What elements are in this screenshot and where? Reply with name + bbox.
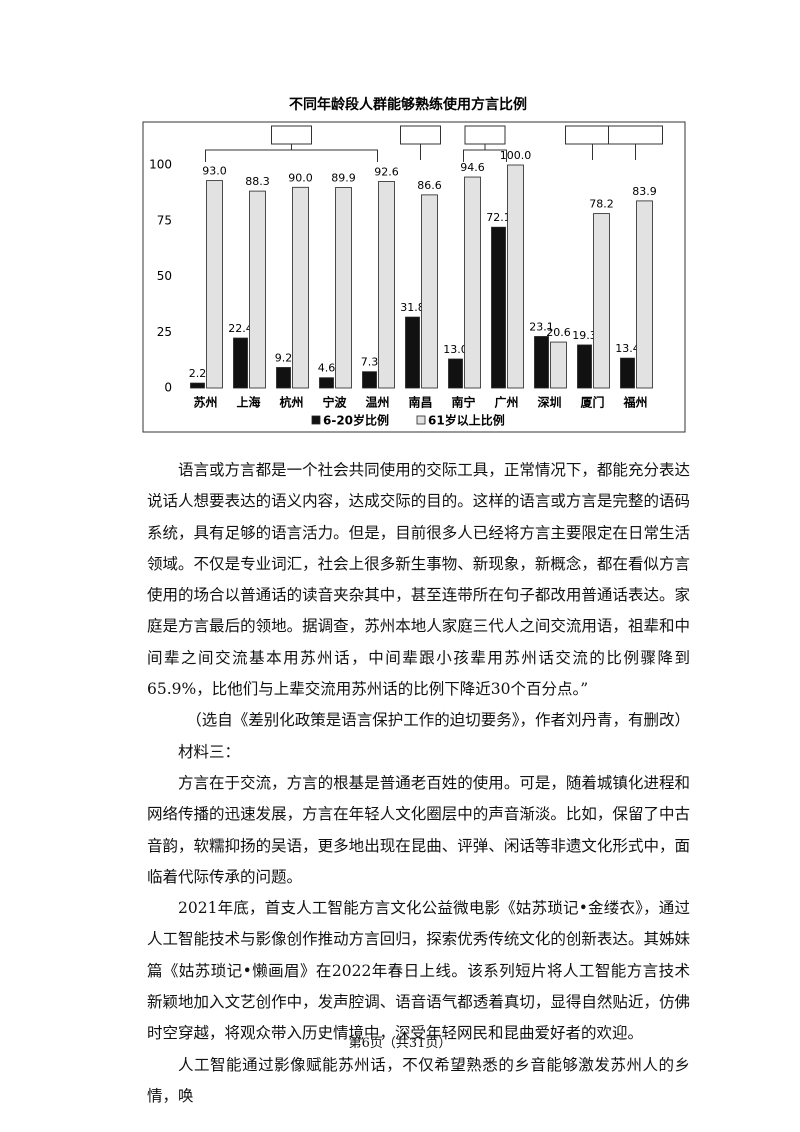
y-tick-label: 50 (157, 269, 172, 283)
body-text: 语言或方言都是一个社会共同使用的交际工具，正常情况下，都能充分表达说话人想要表达… (147, 455, 690, 1112)
value-label: 20.6 (546, 326, 571, 339)
bar (620, 357, 635, 389)
value-label: 94.6 (460, 161, 485, 174)
bar (577, 344, 592, 389)
bar (550, 341, 567, 389)
value-label: 89.9 (331, 172, 356, 185)
chart: 不同年龄段人群能够熟练使用方言比例 0 25 50 75 100 2.2 22.4 9.2 4.… (142, 96, 686, 433)
bar (464, 176, 481, 389)
paragraph: 人工智能通过影像赋能苏州话，不仅希望熟悉的乡音能够激发苏州人的乡情，唤 (147, 1055, 690, 1105)
bar (507, 164, 524, 389)
x-tick-label: 南昌 (408, 395, 432, 410)
x-tick-label: 上海 (236, 395, 260, 410)
group-label-box (271, 125, 312, 145)
value-label: 72.1 (486, 211, 511, 224)
x-tick-label: 深圳 (537, 395, 561, 410)
x-tick-label: 温州 (365, 396, 389, 410)
bar (233, 337, 248, 389)
value-label: 92.6 (374, 166, 399, 179)
bar (276, 367, 291, 389)
bar (249, 190, 266, 389)
bar (448, 358, 463, 389)
legend-label: 61岁以上比例 (428, 413, 505, 428)
value-label: 13.4 (615, 342, 640, 355)
legend-label: 6-20岁比例 (323, 413, 389, 428)
bar (335, 187, 352, 389)
value-label: 88.3 (245, 175, 270, 188)
x-tick-label: 广州 (494, 395, 518, 410)
bar (362, 371, 377, 389)
bar (378, 181, 395, 389)
legend-swatch (311, 415, 321, 425)
bar (534, 336, 549, 389)
x-tick-label: 杭州 (279, 395, 303, 410)
group-label-box (464, 125, 506, 145)
value-label: 9.2 (275, 351, 293, 364)
bar (190, 382, 205, 389)
value-label: 19.3 (572, 329, 597, 342)
y-tick-label: 25 (157, 325, 172, 339)
y-tick-label: 0 (164, 381, 172, 395)
chart-frame (142, 121, 686, 433)
x-tick-label: 南宁 (451, 395, 475, 410)
paragraph: 方言在于交流，方言的根基是普通老百姓的使用。可是，随着城镇化进程和网络传播的迅速… (147, 773, 690, 886)
value-label: 7.3 (361, 356, 379, 369)
value-label: 23.1 (529, 320, 554, 333)
chart-title: 不同年龄段人群能够熟练使用方言比例 (289, 96, 527, 113)
legend-swatch (416, 415, 426, 425)
bar (593, 213, 610, 389)
value-label: 100.0 (500, 149, 532, 162)
group-bracket (205, 144, 378, 162)
x-tick-label: 厦门 (580, 395, 604, 410)
bar (405, 316, 420, 389)
bar (636, 200, 653, 389)
group-label-box (608, 125, 663, 145)
x-tick-label: 苏州 (193, 395, 217, 410)
source-note: （选自《差别化政策是语言保护工作的迫切要务》，作者刘丹青，有删改） (186, 711, 690, 730)
paragraph: 2021年底，首支人工智能方言文化公益微电影《姑苏琐记•金缕衣》，通过人工智能技… (147, 899, 690, 1043)
y-tick-label: 75 (157, 213, 172, 227)
value-label: 31.8 (400, 301, 425, 314)
paragraph: 语言或方言都是一个社会共同使用的交际工具，正常情况下，都能充分表达说话人想要表达… (147, 461, 690, 699)
bar (491, 226, 506, 389)
value-label: 78.2 (589, 198, 614, 211)
group-bracket (463, 144, 507, 162)
x-tick-label: 福州 (622, 395, 647, 410)
bar (292, 186, 309, 389)
page-footer: 第6页（共31页） (348, 1036, 452, 1051)
value-label: 90.0 (288, 171, 313, 184)
bar (206, 180, 223, 389)
bar (319, 377, 334, 389)
y-tick-label: 100 (149, 158, 172, 172)
x-tick-label: 宁波 (322, 395, 347, 410)
value-label: 86.6 (417, 179, 442, 192)
value-label: 4.6 (318, 362, 336, 375)
value-label: 93.0 (202, 165, 227, 178)
bar (421, 194, 438, 389)
value-label: 13.0 (443, 343, 468, 356)
value-label: 22.4 (228, 322, 253, 335)
group-label-box (400, 125, 441, 145)
value-label: 83.9 (632, 185, 657, 198)
paragraph: 材料三： (178, 742, 241, 761)
value-label: 2.2 (189, 367, 207, 380)
